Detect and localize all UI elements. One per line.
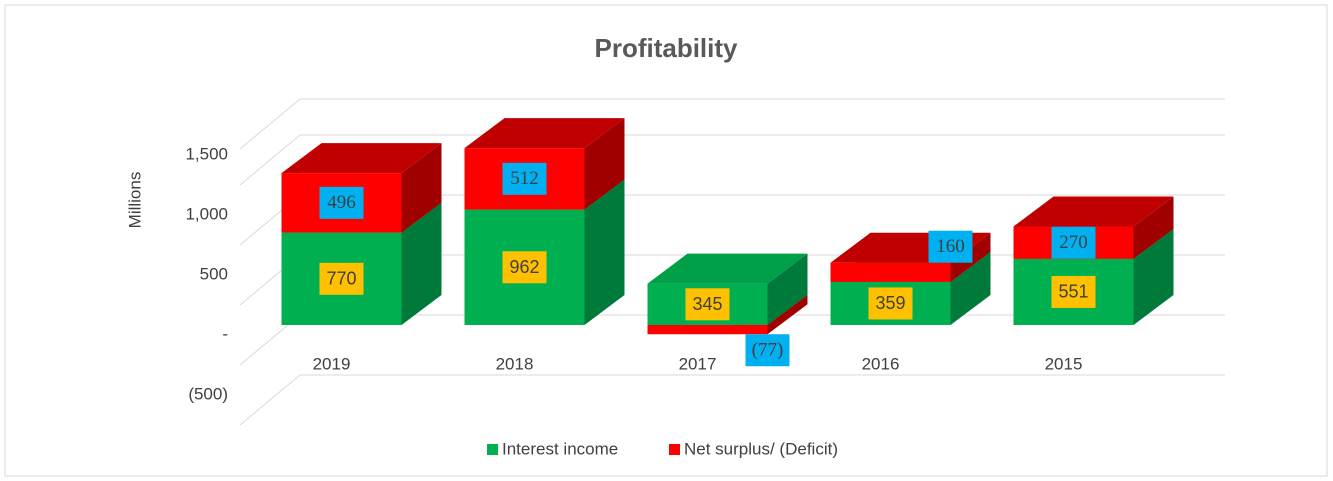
bar-side — [584, 179, 625, 325]
grid-line — [239, 98, 1225, 150]
bar-side — [950, 251, 991, 325]
x-tick-label: 2019 — [313, 354, 351, 373]
data-label: 270 — [1059, 232, 1088, 253]
data-label-box — [868, 287, 913, 320]
data-label-box — [319, 262, 364, 295]
x-tick-label: 2017 — [679, 354, 717, 373]
y-axis-title: Millions — [125, 172, 144, 229]
grid-line — [239, 134, 1225, 186]
data-label: 551 — [1058, 282, 1088, 302]
bar-side — [767, 253, 808, 325]
data-label-box — [1051, 226, 1096, 259]
data-label-box — [1051, 275, 1096, 308]
y-tick-label: 1,500 — [185, 144, 228, 163]
bar-side — [767, 295, 808, 335]
y-tick-label: 500 — [200, 264, 228, 283]
bar-side — [1133, 196, 1174, 259]
data-label: 496 — [327, 192, 356, 213]
bar-side — [401, 143, 442, 233]
legend-label: Interest income — [502, 439, 618, 458]
bar — [647, 325, 768, 335]
data-label: (77) — [752, 340, 784, 361]
data-label: 359 — [875, 293, 905, 313]
data-label: 770 — [326, 269, 356, 289]
chart-title: Profitability — [594, 33, 738, 63]
x-tick-label: 2015 — [1045, 354, 1083, 373]
data-label: 962 — [509, 257, 539, 277]
legend-label: Net surplus/ (Deficit) — [684, 439, 838, 458]
data-label-box — [502, 251, 547, 284]
legend-swatch — [669, 444, 680, 455]
x-tick-label: 2018 — [496, 354, 534, 373]
y-tick-label: 1,000 — [185, 204, 228, 223]
data-label-box — [502, 162, 547, 195]
data-label-box — [928, 230, 973, 263]
data-label: 345 — [692, 294, 722, 314]
bar-top — [647, 253, 808, 284]
bar-side — [1133, 228, 1174, 325]
data-label: 160 — [936, 236, 965, 257]
bar — [830, 262, 951, 282]
bar-side — [584, 118, 625, 210]
bar-top — [1013, 196, 1174, 227]
y-tick-label: - — [222, 324, 228, 343]
legend-swatch — [487, 444, 498, 455]
data-label: 512 — [510, 168, 539, 189]
bar-top — [464, 118, 625, 149]
x-tick-label: 2016 — [862, 354, 900, 373]
data-label-box — [745, 334, 790, 367]
bar-top — [281, 143, 442, 174]
data-label-box — [685, 288, 730, 321]
bar-side — [401, 202, 442, 325]
data-label-box — [319, 186, 364, 219]
grid-line — [239, 374, 1225, 426]
y-tick-label: (500) — [188, 384, 228, 403]
